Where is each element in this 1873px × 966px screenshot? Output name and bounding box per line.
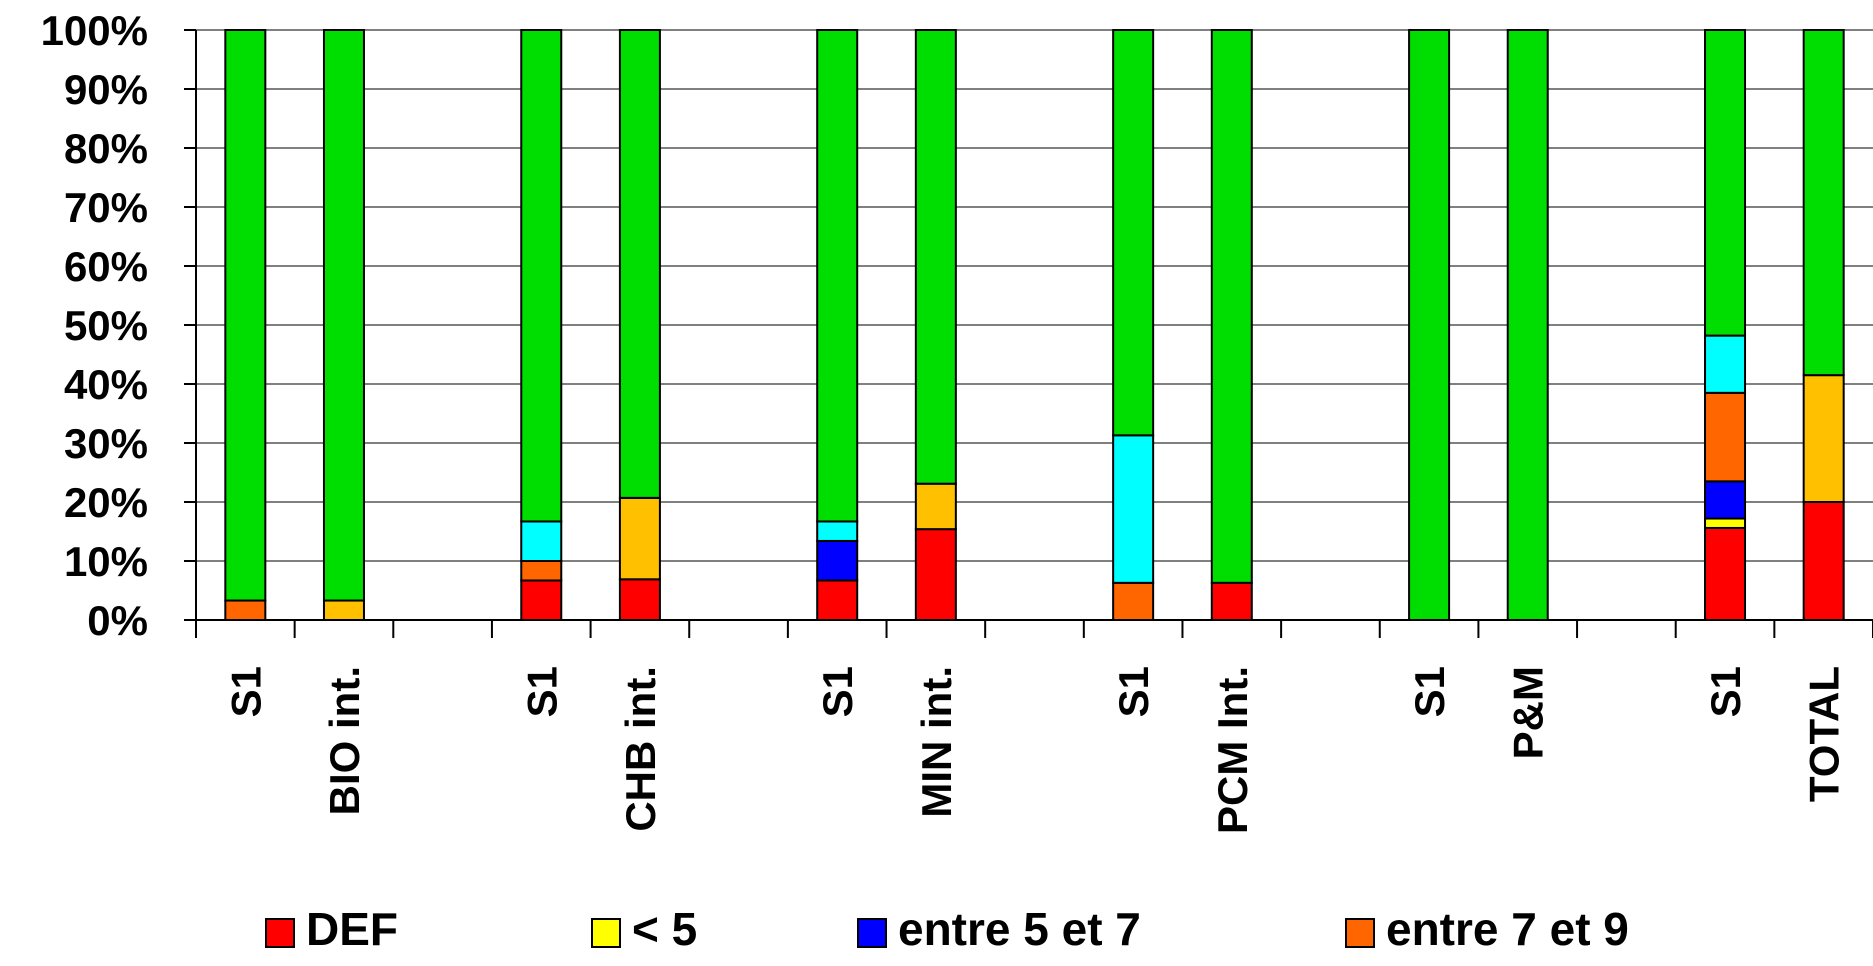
x-tick-label: MIN int. bbox=[913, 666, 960, 818]
bar-segment bbox=[618, 29, 661, 499]
bar-segment bbox=[520, 520, 563, 562]
bar-segment bbox=[914, 29, 957, 485]
bar-segment bbox=[520, 579, 563, 621]
x-tick-label: P&M bbox=[1505, 666, 1552, 759]
bar-segment bbox=[1704, 480, 1747, 520]
bar-segment bbox=[1704, 517, 1747, 529]
bar-segment bbox=[1112, 29, 1155, 437]
legend-label: DEF bbox=[306, 903, 398, 955]
bar-segment bbox=[1210, 29, 1253, 584]
bar-segment bbox=[816, 29, 859, 523]
y-tick-labels: 0% 10% 20% 30% 40% 50% 60% 70% 80% 90% 100% bbox=[41, 7, 148, 644]
bar-segment bbox=[224, 599, 267, 622]
bar-segment bbox=[618, 578, 661, 621]
x-tick-label: TOTAL bbox=[1801, 666, 1848, 802]
bars bbox=[224, 29, 1845, 622]
x-tick-label: BIO int. bbox=[321, 666, 368, 815]
bar-segment bbox=[816, 579, 859, 621]
bar-segment bbox=[1506, 29, 1549, 621]
y-tick-label: 10% bbox=[64, 538, 148, 585]
bar-segment bbox=[1210, 581, 1253, 622]
y-tick-label: 30% bbox=[64, 420, 148, 467]
legend-label: entre 7 et 9 bbox=[1386, 903, 1629, 955]
axes bbox=[184, 29, 1873, 638]
bar-segment bbox=[224, 29, 267, 602]
y-tick-label: 100% bbox=[41, 7, 148, 54]
bar-segment bbox=[1704, 526, 1747, 622]
bar-segment bbox=[1408, 29, 1451, 621]
legend-label: < 5 bbox=[632, 903, 697, 955]
x-tick-label: CHB int. bbox=[617, 666, 664, 832]
x-tick-label: S1 bbox=[814, 666, 861, 717]
x-tick-label: S1 bbox=[222, 666, 269, 717]
bar-segment bbox=[1802, 374, 1845, 503]
x-tick-labels: S1 BIO int. S1 CHB int. S1 MIN int. S1 PCM Int.… bbox=[222, 666, 1847, 834]
bar-segment bbox=[618, 496, 661, 581]
bar-segment bbox=[914, 482, 957, 531]
y-tick-label: 80% bbox=[64, 125, 148, 172]
y-tick-label: 90% bbox=[64, 66, 148, 113]
x-tick-label: S1 bbox=[518, 666, 565, 717]
bar-segment bbox=[914, 528, 957, 622]
legend-swatch bbox=[265, 918, 295, 948]
x-tick-label: S1 bbox=[1702, 666, 1749, 717]
y-tick-label: 40% bbox=[64, 361, 148, 408]
x-tick-label: S1 bbox=[1406, 666, 1453, 717]
legend: DEF < 5 entre 5 et 7 entre 7 et 9 bbox=[265, 903, 1629, 955]
bar-segment bbox=[1704, 334, 1747, 394]
bar-segment bbox=[1802, 501, 1845, 621]
bar-segment bbox=[816, 520, 859, 542]
bar-segment bbox=[1112, 581, 1155, 622]
bar-segment bbox=[1802, 29, 1845, 377]
bar-segment bbox=[1704, 29, 1747, 337]
bar-segment bbox=[1112, 434, 1155, 584]
bar-segment bbox=[520, 29, 563, 523]
y-tick-label: 50% bbox=[64, 302, 148, 349]
gridlines bbox=[196, 29, 1873, 562]
legend-swatch bbox=[1345, 918, 1375, 948]
bar-segment bbox=[322, 599, 365, 622]
bar-segment bbox=[322, 29, 365, 602]
x-tick-label: PCM Int. bbox=[1209, 666, 1256, 834]
bar-segment bbox=[1704, 391, 1747, 483]
y-tick-label: 20% bbox=[64, 479, 148, 526]
y-tick-label: 70% bbox=[64, 184, 148, 231]
y-tick-label: 0% bbox=[87, 597, 148, 644]
bar-segment bbox=[520, 560, 563, 582]
x-tick-label: S1 bbox=[1110, 666, 1157, 717]
legend-label: entre 5 et 7 bbox=[898, 903, 1141, 955]
legend-swatch bbox=[857, 918, 887, 948]
legend-swatch bbox=[591, 918, 621, 948]
bar-segment bbox=[816, 539, 859, 582]
y-tick-label: 60% bbox=[64, 243, 148, 290]
